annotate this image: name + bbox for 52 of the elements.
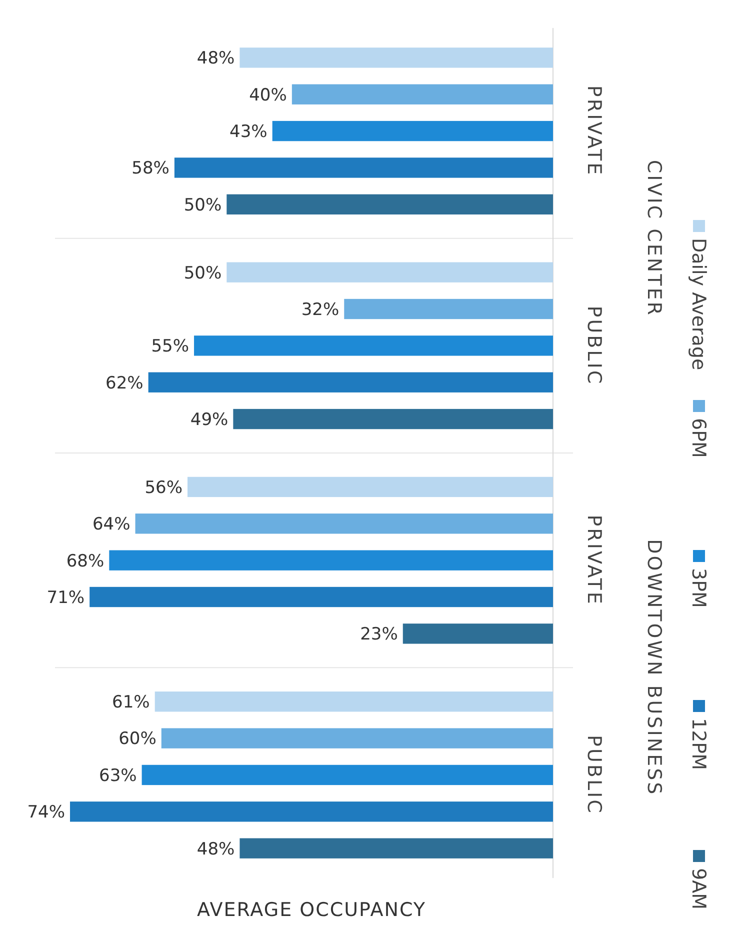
data-label: 48% xyxy=(196,48,235,69)
bar xyxy=(90,586,553,608)
data-label: 43% xyxy=(230,122,268,142)
data-label: 49% xyxy=(190,410,228,430)
data-label: 23% xyxy=(360,624,398,645)
data-label: 48% xyxy=(196,839,235,860)
y-tick-label: PUBLIC xyxy=(583,306,605,386)
legend-label: Daily Average xyxy=(687,238,710,370)
data-label: 71% xyxy=(46,588,85,608)
bar xyxy=(240,838,553,858)
legend-label: 3PM xyxy=(687,568,710,608)
bar xyxy=(292,84,553,104)
bar xyxy=(240,48,553,68)
bar xyxy=(174,158,553,178)
legend-label: 12PM xyxy=(687,718,710,770)
data-label: 32% xyxy=(301,300,340,320)
bar xyxy=(154,692,553,712)
data-label: 55% xyxy=(151,336,190,357)
data-label: 63% xyxy=(99,766,137,786)
bar xyxy=(402,624,553,644)
data-label: 74% xyxy=(27,802,65,823)
data-label: 61% xyxy=(112,692,150,713)
bar xyxy=(148,372,553,392)
data-label: 62% xyxy=(106,373,144,394)
data-label: 50% xyxy=(184,195,222,216)
y-tick-label: PUBLIC xyxy=(583,735,605,815)
text: DOWNTOWN BUSINESS xyxy=(643,539,665,796)
legend-label: 9AM xyxy=(687,868,710,910)
bar xyxy=(233,408,553,430)
data-label: 68% xyxy=(66,551,104,572)
data-label: 56% xyxy=(144,478,182,498)
bar xyxy=(226,194,553,214)
bar xyxy=(109,550,553,570)
data-label: 60% xyxy=(118,729,156,750)
data-label: 50% xyxy=(184,263,222,284)
data-label: 64% xyxy=(92,514,130,535)
bar xyxy=(142,764,553,786)
bar xyxy=(70,802,553,822)
bar xyxy=(161,728,553,748)
bar xyxy=(226,262,553,282)
bar xyxy=(272,120,553,142)
x-axis-title: AVERAGE OCCUPANCY xyxy=(196,899,426,921)
data-label: 40% xyxy=(249,85,287,106)
bar xyxy=(187,476,553,498)
data-label: 58% xyxy=(132,158,170,179)
bar xyxy=(344,298,553,320)
bar xyxy=(194,336,553,356)
y-tick-label: PRIVATE xyxy=(583,85,605,177)
text: CIVIC CENTER xyxy=(643,160,665,317)
legend-label: 6PM xyxy=(687,418,710,458)
bar xyxy=(135,514,553,534)
y-tick-label: PRIVATE xyxy=(583,514,605,606)
